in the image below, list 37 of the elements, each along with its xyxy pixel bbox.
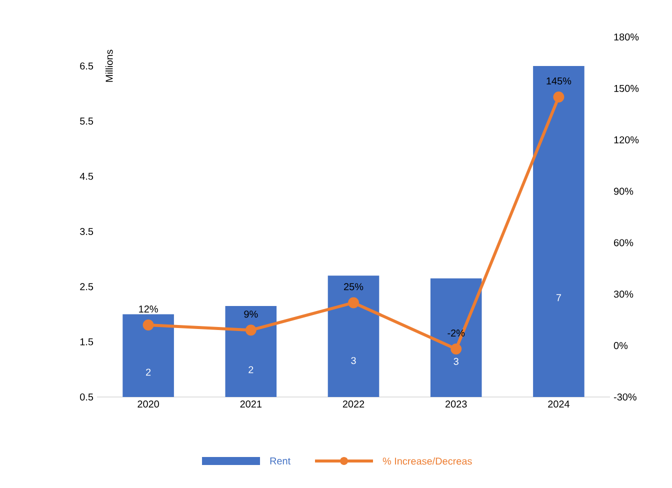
x-tick-label: 2021 — [240, 400, 262, 408]
point — [348, 297, 359, 308]
data-label: 7 — [556, 294, 561, 302]
data-label: 2 — [146, 368, 151, 376]
text: % Increase/Decreas — [382, 457, 472, 465]
data-label: 12% — [139, 306, 158, 313]
y2-tick-label: -30% — [614, 393, 636, 401]
data-label: 3 — [454, 358, 458, 365]
y2-tick-label: 30% — [614, 290, 634, 298]
point — [142, 320, 154, 330]
x-tick-label: 2020 — [138, 400, 159, 408]
y2-tick-label: 180% — [614, 33, 639, 41]
y2-tick-label: 60% — [614, 239, 634, 246]
data-label: 145% — [546, 77, 572, 85]
y-tick-label: 5.5 — [80, 118, 94, 125]
y2-tick-label: 120% — [614, 136, 639, 144]
point — [450, 344, 462, 354]
data-label: 9% — [244, 310, 258, 318]
text: Rent — [270, 458, 290, 464]
y-tick-label: 1.5 — [80, 338, 94, 346]
x-tick-label: 2024 — [548, 400, 570, 408]
data-label: 3 — [351, 357, 356, 364]
point — [245, 324, 256, 336]
y2-tick-label: 90% — [614, 188, 634, 195]
y-tick-label: 0.5 — [80, 393, 94, 401]
y2-tick-label: 150% — [614, 84, 639, 92]
data-label: 2 — [248, 366, 254, 374]
y-tick-label: 3.5 — [80, 228, 94, 236]
data-label: 25% — [344, 283, 364, 290]
y-tick-label: 6.5 — [80, 62, 94, 70]
y-tick-label: 2.5 — [80, 283, 94, 290]
x-tick-label: 2022 — [342, 400, 364, 408]
y-axis-title: Millions — [105, 50, 113, 82]
x-tick-label: 2023 — [446, 400, 467, 408]
y-tick-label: 4.5 — [80, 172, 94, 180]
y2-tick-label: 0% — [614, 342, 628, 350]
point — [553, 92, 564, 102]
